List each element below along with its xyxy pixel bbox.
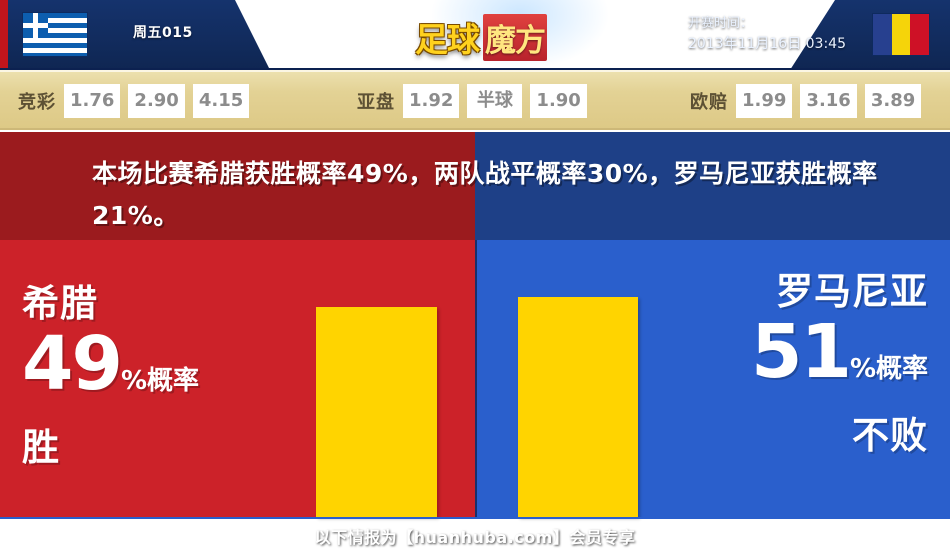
odds-group-jingcai: 竞彩 1.76 2.90 4.15 [18,84,250,118]
greece-flag-canton [23,13,48,38]
footer-membership-text: 以下情报为【huanhuba.com】会员专享 [314,528,636,547]
odds-group-label: 欧赔 [690,92,728,113]
left-percent-line: 49%概率 [22,326,199,422]
right-percent-value: 51 [750,309,852,395]
odds-group-yapan: 亚盘 1.92 半球 1.90 [357,84,587,118]
probability-chart: 希腊 49%概率 胜 罗马尼亚 51%概率 不败 [0,240,950,517]
right-percent-unit: %概率 [849,354,928,384]
odds-bar: 竞彩 1.76 2.90 4.15 亚盘 1.92 半球 1.90 欧赔 1.9… [0,70,950,130]
odds-value-cell[interactable]: 1.99 [736,84,793,118]
romania-flag-icon [872,13,930,56]
odds-value-cell[interactable]: 3.16 [800,84,857,118]
bar-right-probability [518,297,638,517]
kickoff-label: 开赛时间： [687,16,753,31]
odds-group-label: 亚盘 [357,92,395,113]
footer-bar: 以下情报为【huanhuba.com】会员专享 [0,517,950,551]
left-team-name: 希腊 [22,282,98,325]
left-percent-unit: %概率 [120,366,200,396]
odds-value-cell[interactable]: 1.92 [403,84,460,118]
header-bottom-divider [0,68,950,70]
kickoff-time: 2013年11月16日 03:45 [687,36,846,52]
right-result-label: 不败 [852,414,928,457]
bar-left-probability [316,307,437,517]
odds-value-cell[interactable]: 1.90 [530,84,587,118]
site-logo[interactable]: 足球 魔方 [415,11,555,61]
header-red-accent-stripe [0,0,8,70]
header-bar: 周五015 足球 魔方 开赛时间： 2013年11月16日 03:45 [0,0,950,70]
greece-flag-icon [22,12,88,57]
summary-banner: 本场比赛希腊获胜概率49%，两队战平概率30%，罗马尼亚获胜概率21%。 [0,132,950,240]
kickoff-info: 开赛时间： 2013年11月16日 03:45 [688,13,846,55]
match-number-label: 周五015 [133,25,193,41]
odds-value-cell[interactable]: 1.76 [64,84,121,118]
logo-text-primary: 足球 [415,20,480,59]
left-result-label: 胜 [22,426,60,469]
banner-right-background [475,132,950,240]
left-team-stats: 希腊 49%概率 胜 [22,282,199,474]
left-percent-value: 49 [22,321,123,407]
odds-value-cell[interactable]: 4.15 [192,84,250,118]
odds-handicap-cell[interactable]: 半球 [467,84,523,118]
banner-summary-text: 本场比赛希腊获胜概率49%，两队战平概率30%，罗马尼亚获胜概率21%。 [92,159,878,230]
odds-group-label: 竞彩 [18,92,56,113]
logo-text-secondary: 魔方 [483,14,547,61]
odds-group-oupei: 欧赔 1.99 3.16 3.89 [690,84,922,118]
right-team-name: 罗马尼亚 [776,270,928,313]
odds-value-cell[interactable]: 3.89 [864,84,922,118]
right-percent-line: 51%概率 [751,314,928,410]
odds-value-cell[interactable]: 2.90 [128,84,185,118]
right-team-stats: 罗马尼亚 51%概率 不败 [751,270,928,462]
panel-divider [475,240,477,517]
banner-left-background [0,132,475,240]
